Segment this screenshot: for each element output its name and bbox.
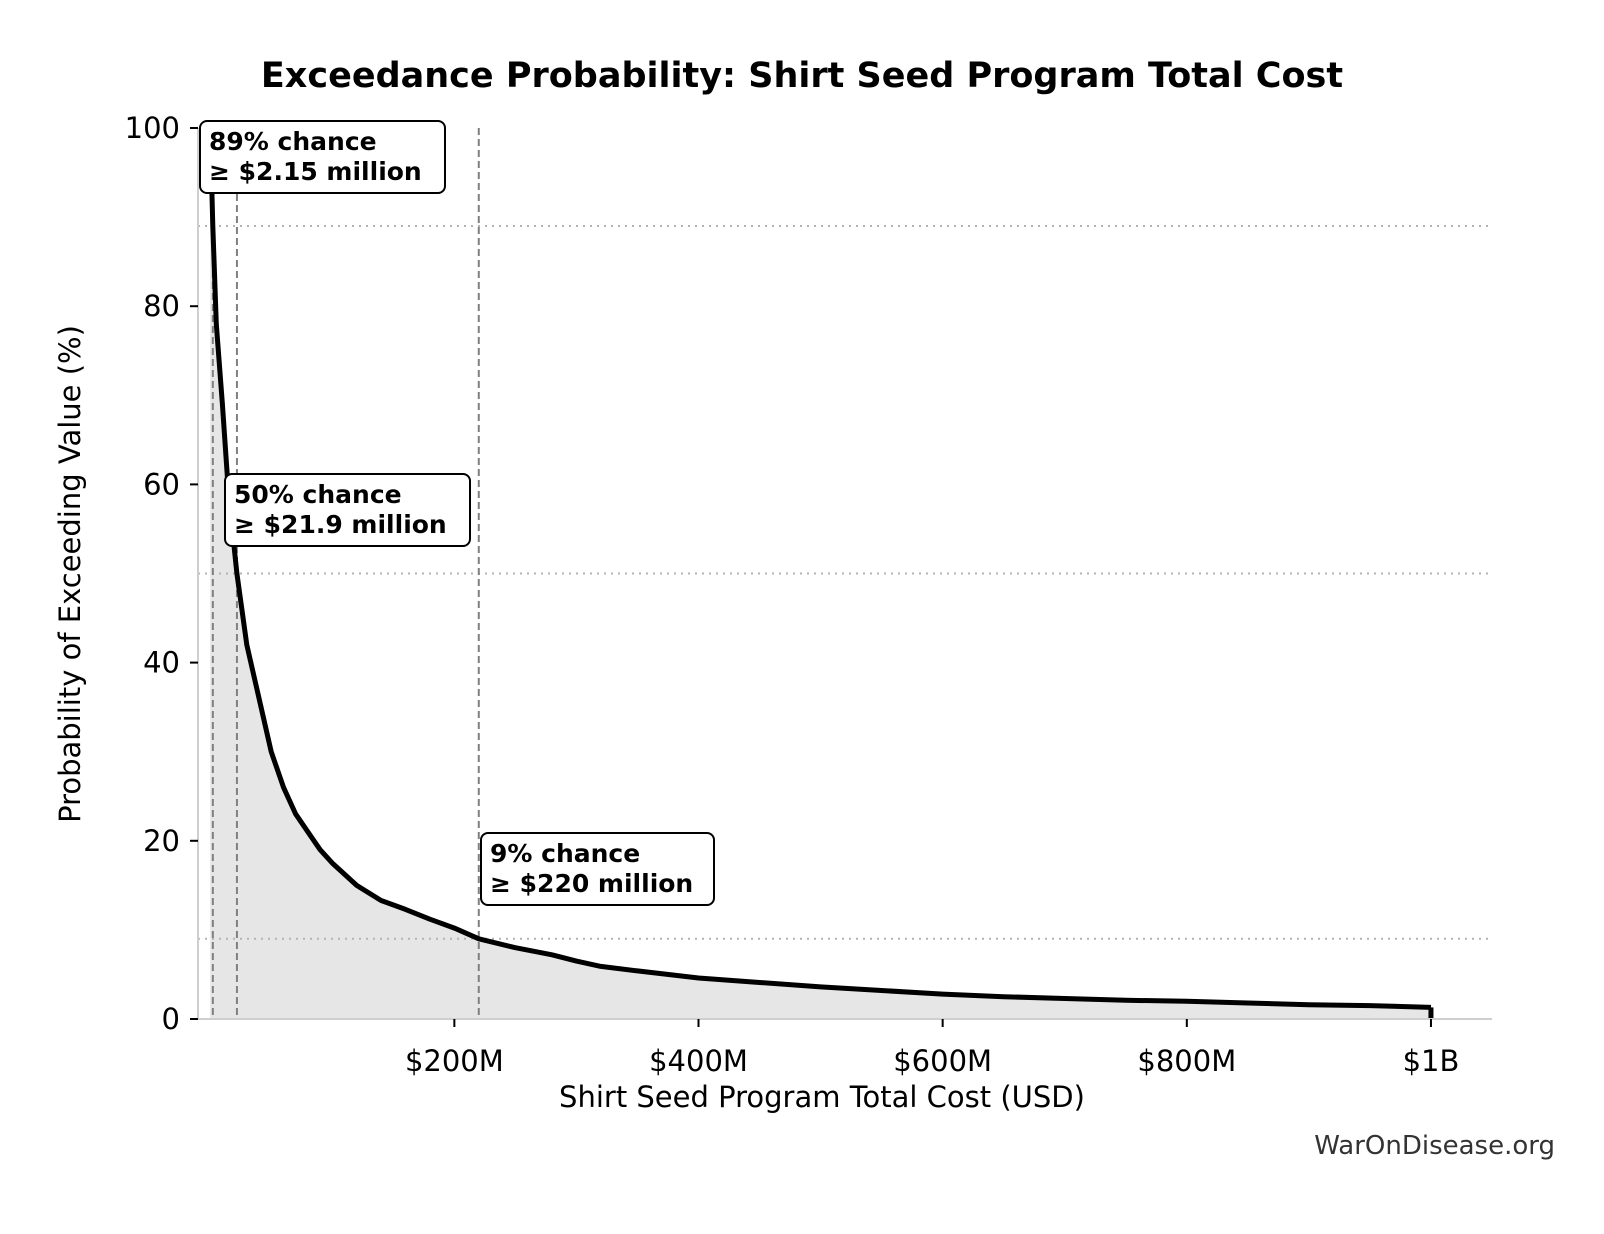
annotation-line2: ≥ $2.15 million [209, 157, 422, 186]
x-axis-ticks: $200M $400M $600M $800M $1B [405, 1019, 1459, 1078]
annotation-box-0: 89% chance≥ $2.15 million [199, 120, 446, 194]
chart-title: Exceedance Probability: Shirt Seed Progr… [261, 56, 1343, 96]
plot-area [198, 127, 1492, 1019]
x-tick-label: $800M [1137, 1044, 1236, 1078]
y-tick-label: 80 [143, 289, 180, 323]
y-tick-label: 60 [143, 467, 180, 501]
exceedance-curve [207, 127, 1432, 1010]
y-tick-label: 20 [143, 824, 180, 858]
annotation-line1: 50% chance [234, 480, 402, 509]
annotation-box-2: 9% chance≥ $220 million [480, 832, 715, 906]
x-tick-label: $600M [893, 1044, 992, 1078]
probability-reference-lines [198, 225, 1492, 940]
y-axis-ticks: 0 20 40 60 80 100 [125, 111, 198, 1036]
x-tick-label: $400M [649, 1044, 748, 1078]
annotations: 89% chance≥ $2.15 million 50% chance≥ $21… [199, 120, 715, 906]
annotation-line1: 9% chance [490, 839, 640, 868]
y-tick-label: 100 [125, 111, 180, 145]
y-tick-label: 0 [162, 1002, 180, 1036]
x-tick-label: $200M [405, 1044, 504, 1078]
annotation-line1: 89% chance [209, 127, 377, 156]
annotation-line2: ≥ $220 million [490, 869, 693, 898]
y-axis-label: Probability of Exceeding Value (%) [53, 325, 87, 823]
x-tick-label: $1B [1403, 1044, 1460, 1078]
x-axis-label: Shirt Seed Program Total Cost (USD) [559, 1080, 1085, 1114]
exceedance-area [210, 128, 1432, 1019]
footer-credit: WarOnDisease.org [1314, 1131, 1555, 1161]
y-tick-label: 40 [143, 646, 180, 680]
annotation-line2: ≥ $21.9 million [234, 510, 447, 539]
annotation-box-1: 50% chance≥ $21.9 million [224, 473, 471, 547]
